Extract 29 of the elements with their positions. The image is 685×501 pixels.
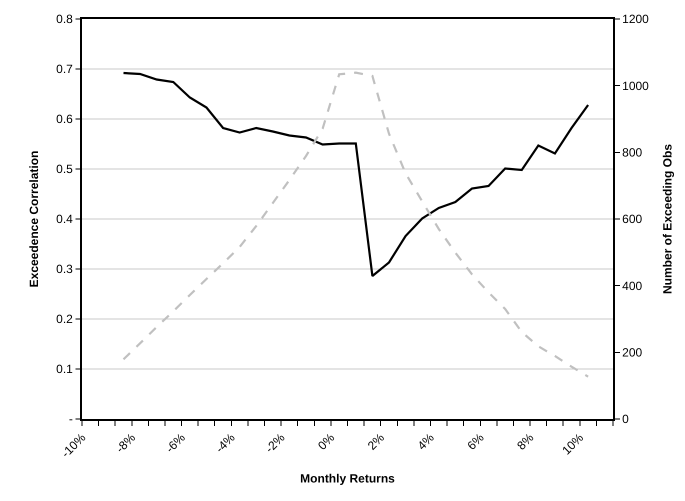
y2-tick-label: 600 bbox=[622, 212, 642, 226]
y2-tick-label: 1200 bbox=[622, 12, 650, 26]
y-tick-label: 0.2 bbox=[56, 312, 74, 326]
y-tick-label: - bbox=[68, 412, 73, 426]
x-tick-label: 0% bbox=[315, 430, 338, 453]
y-axis-title: Exceedence Correlation bbox=[26, 150, 41, 288]
y-tick-label: 0.8 bbox=[56, 12, 74, 26]
x-tick-label: -6% bbox=[162, 430, 188, 456]
y-tick-label: 0.6 bbox=[56, 112, 74, 126]
y-tick-label: 0.5 bbox=[56, 162, 74, 176]
x-tick-label: -4% bbox=[212, 430, 238, 456]
x-tick-label: 8% bbox=[514, 430, 537, 453]
x-tick-label: 6% bbox=[464, 430, 487, 453]
line-series bbox=[122, 72, 590, 278]
y-tick-label: 0.7 bbox=[56, 62, 74, 76]
y2-axis-title: Number of Exceeding Obs bbox=[660, 144, 675, 294]
x-tick-label: -8% bbox=[113, 430, 138, 456]
x-tick-label: -2% bbox=[262, 430, 288, 456]
x-axis-title: Monthly Returns bbox=[300, 472, 396, 486]
y2-tick-label: 1000 bbox=[622, 78, 650, 93]
x-tick-label: 2% bbox=[364, 430, 388, 453]
y2-tick-label: 800 bbox=[622, 146, 642, 160]
y2-tick-label: 400 bbox=[622, 278, 642, 293]
y2-tick-label: 200 bbox=[622, 346, 642, 360]
y-tick-label: 0.3 bbox=[56, 262, 74, 276]
y-tick-label: 0.1 bbox=[56, 362, 74, 376]
y2-tick-label: 0 bbox=[622, 412, 630, 426]
y-tick-label: 0.4 bbox=[56, 212, 74, 226]
x-tick-label: 4% bbox=[414, 430, 438, 453]
